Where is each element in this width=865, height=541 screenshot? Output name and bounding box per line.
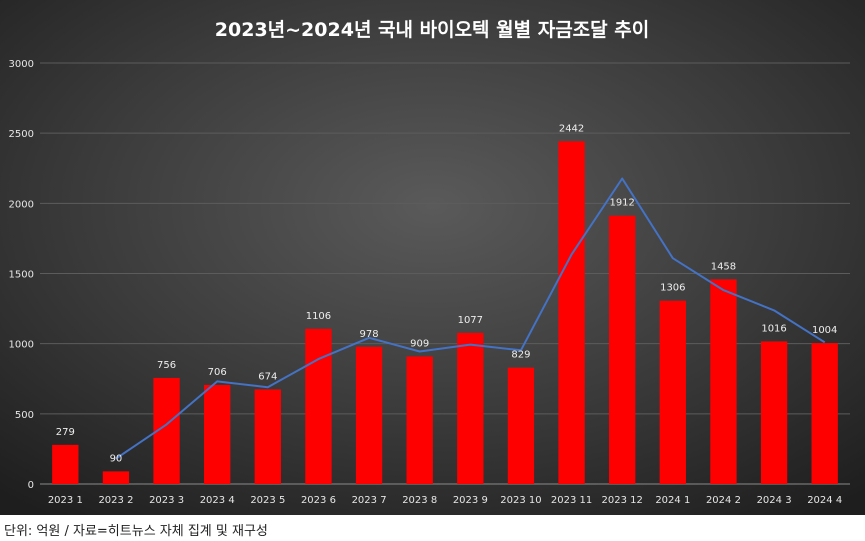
data-label: 909 <box>410 338 429 349</box>
data-label: 2442 <box>559 123 584 134</box>
bar <box>507 367 535 484</box>
data-label: 978 <box>360 329 379 340</box>
data-label: 1016 <box>761 323 786 334</box>
bar <box>710 279 737 484</box>
x-tick-label: 2023 12 <box>602 495 643 506</box>
bar <box>406 356 433 484</box>
source-caption: 단위: 억원 / 자료=히트뉴스 자체 집계 및 재구성 <box>4 524 268 539</box>
x-tick-label: 2024 1 <box>655 495 690 506</box>
bar-chart: 2023년~2024년 국내 바이오텍 월별 자금조달 추이 279 90 756 7… <box>0 0 865 515</box>
bar <box>102 471 130 484</box>
bar <box>457 332 484 484</box>
data-label: 1912 <box>609 198 634 209</box>
bar <box>811 343 838 484</box>
y-tick-label: 0 <box>28 480 34 491</box>
x-tick-label: 2023 1 <box>48 495 83 506</box>
x-tick-label: 2023 5 <box>250 495 285 506</box>
bar <box>659 300 686 484</box>
trend-line <box>115 177 826 460</box>
y-tick-label: 3000 <box>9 59 34 70</box>
chart-title: 2023년~2024년 국내 바이오텍 월별 자금조달 추이 <box>215 19 649 41</box>
y-tick-label: 500 <box>15 410 34 421</box>
bar <box>609 215 636 484</box>
bar <box>760 341 788 484</box>
bar <box>305 328 332 484</box>
x-tick-label: 2023 11 <box>551 495 592 506</box>
x-tick-label: 2023 4 <box>200 495 235 506</box>
bar <box>558 141 585 484</box>
data-labels: 279 90 756 706 674 1106 978 909 1077 829 2442 1912 1… <box>56 123 838 464</box>
x-tick-label: 2024 4 <box>807 495 842 506</box>
data-label: 706 <box>208 367 227 378</box>
x-tick-label: 2023 8 <box>402 495 437 506</box>
chart-container: 2023년~2024년 국내 바이오텍 월별 자금조달 추이 279 90 756 7… <box>0 0 865 515</box>
x-tick-label: 2023 6 <box>301 495 336 506</box>
y-tick-label: 2500 <box>9 129 34 140</box>
data-label: 1458 <box>711 261 736 272</box>
y-tick-label: 1500 <box>9 270 34 281</box>
data-label: 90 <box>110 453 123 464</box>
x-tick-label: 2024 2 <box>706 495 741 506</box>
y-tick-label: 2000 <box>9 199 34 210</box>
x-tick-label: 2023 9 <box>453 495 488 506</box>
bars <box>52 141 838 484</box>
data-label: 1106 <box>306 311 331 322</box>
trend-line-group <box>115 177 826 460</box>
data-label: 829 <box>511 350 530 361</box>
data-label: 1306 <box>660 283 685 294</box>
data-label: 1077 <box>458 315 483 326</box>
bar <box>355 346 383 484</box>
x-tick-label: 2023 7 <box>352 495 387 506</box>
bar <box>204 384 231 484</box>
x-tick-label: 2024 3 <box>757 495 792 506</box>
data-label: 674 <box>258 371 277 382</box>
bar <box>52 444 79 484</box>
x-tick-label: 2023 3 <box>149 495 184 506</box>
bar <box>254 389 281 484</box>
x-tick-label: 2023 2 <box>98 495 133 506</box>
data-label: 756 <box>157 360 176 371</box>
data-label: 279 <box>56 427 75 438</box>
y-tick-label: 1000 <box>9 340 34 351</box>
x-tick-label: 2023 10 <box>500 495 541 506</box>
data-label: 1004 <box>812 325 837 336</box>
axes: 0 500 1000 1500 2000 2500 3000 2023 1 2023 2 2023… <box>9 59 843 506</box>
